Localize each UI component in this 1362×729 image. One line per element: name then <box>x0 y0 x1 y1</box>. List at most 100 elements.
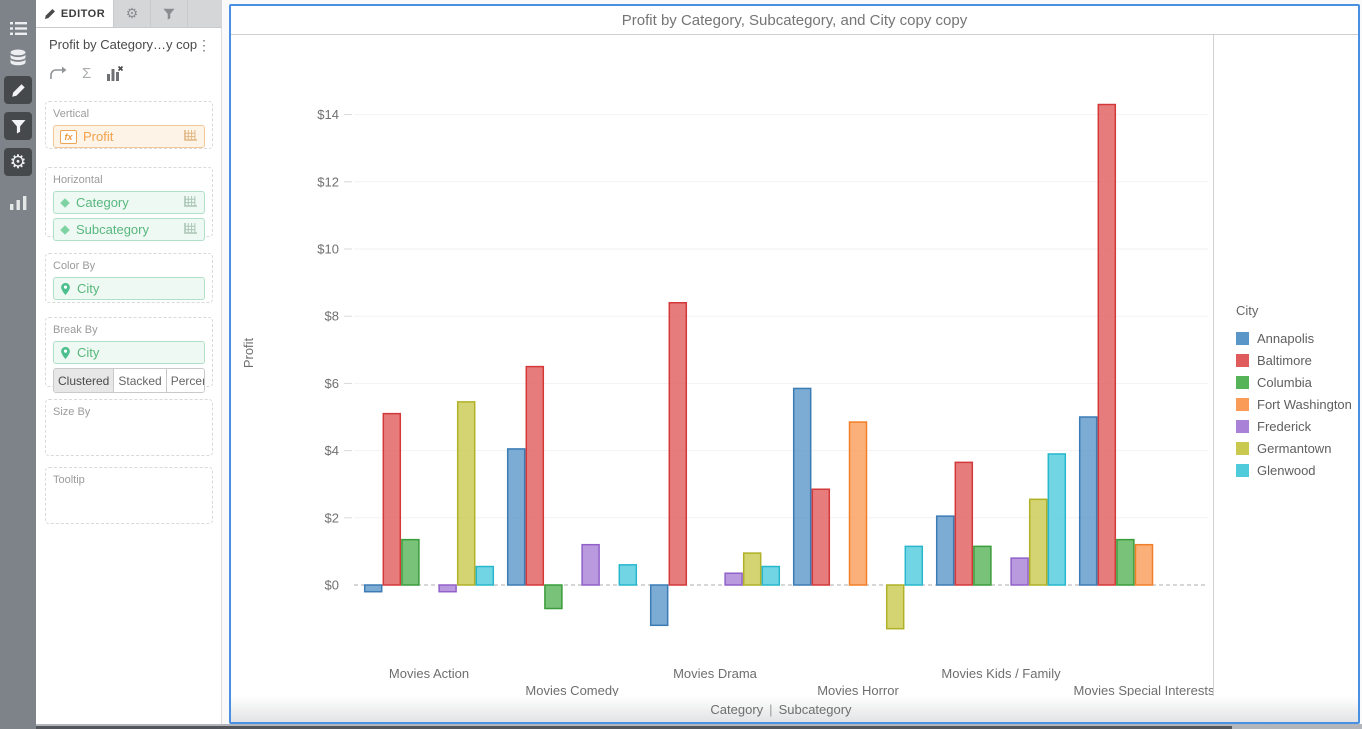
axis-grid-icon[interactable] <box>184 196 198 209</box>
axis-grid-icon[interactable] <box>184 223 198 236</box>
legend-swatch <box>1236 353 1249 367</box>
bar-glenwood[interactable] <box>1047 453 1067 586</box>
diamond-icon <box>60 197 70 208</box>
bar-glenwood[interactable] <box>475 565 495 586</box>
vertical-field-profit[interactable]: fx Profit <box>53 125 205 148</box>
color-by-field-label: City <box>77 281 100 296</box>
filter-funnel-icon[interactable] <box>4 112 32 140</box>
legend: City Annapolis Baltimore Columbia Fort Wash… <box>1236 303 1356 481</box>
bar-annapolis[interactable] <box>935 515 955 586</box>
bar-annapolis[interactable] <box>1078 416 1098 586</box>
editor-panel: EDITOR ⚙ Profit by Category…y copy ⋮ Σ V <box>36 0 222 729</box>
legend-item-fort-washington[interactable]: Fort Washington <box>1236 393 1356 415</box>
undo-arrow-icon[interactable] <box>49 64 67 82</box>
tab-editor[interactable]: EDITOR <box>36 0 114 27</box>
bar-baltimore[interactable] <box>1097 103 1117 586</box>
chart-widget[interactable]: Profit by Category, Subcategory, and Cit… <box>229 4 1360 724</box>
legend-item-annapolis[interactable]: Annapolis <box>1236 327 1356 349</box>
x-category-label: Movies Drama <box>673 666 758 681</box>
edit-pencil-icon[interactable] <box>4 76 32 104</box>
section-size-by: Size By <box>45 399 213 456</box>
bar-columbia[interactable] <box>973 545 992 586</box>
bar-columbia[interactable] <box>401 538 420 586</box>
x-axis-title: Category | Subcategory <box>646 702 916 717</box>
break-mode-stacked[interactable]: Stacked <box>114 369 167 392</box>
legend-label: Germantown <box>1257 440 1332 456</box>
x-category-label: Movies Action <box>389 666 469 681</box>
chart-bars-icon[interactable] <box>4 188 32 216</box>
bottom-strip <box>36 724 1362 729</box>
bar-germantown[interactable] <box>456 401 476 586</box>
bar-annapolis[interactable] <box>363 584 383 593</box>
tab-settings[interactable]: ⚙ <box>114 0 151 27</box>
color-by-field-city[interactable]: City <box>53 277 205 300</box>
legend-item-glenwood[interactable]: Glenwood <box>1236 459 1356 481</box>
x-category-label: Movies Comedy <box>525 683 619 698</box>
left-icon-rail: ⚙ <box>0 0 36 729</box>
legend-title: City <box>1236 303 1259 318</box>
horizontal-field-subcategory[interactable]: Subcategory <box>53 218 205 241</box>
bar-baltimore[interactable] <box>525 365 545 586</box>
sigma-icon[interactable]: Σ <box>82 64 92 82</box>
pencil-icon <box>44 8 55 19</box>
break-mode-clustered[interactable]: Clustered <box>54 369 115 392</box>
legend-label: Baltimore <box>1257 352 1312 368</box>
chart-type-clear-icon[interactable] <box>106 64 124 82</box>
bar-annapolis[interactable] <box>649 584 669 627</box>
x-category-label: Movies Horror <box>817 683 899 698</box>
bar-frederick[interactable] <box>581 543 600 586</box>
bar-baltimore[interactable] <box>382 412 402 586</box>
mini-toolbar: Σ <box>49 64 124 82</box>
break-by-field-label: City <box>77 345 100 360</box>
chart-titlebar: Profit by Category, Subcategory, and Cit… <box>231 6 1358 35</box>
legend-item-baltimore[interactable]: Baltimore <box>1236 349 1356 371</box>
vertical-label: Vertical <box>53 108 90 120</box>
break-mode-segmented-control: Clustered Stacked Percent <box>53 368 205 393</box>
bar-germantown[interactable] <box>742 552 762 586</box>
x-axis-title-part: Subcategory <box>778 701 852 717</box>
plot-area: $0 $2 $4 $6 $8 $10 $12 $14 Movies Action Movies C… <box>241 103 1213 698</box>
break-by-field-city[interactable]: City <box>53 341 205 364</box>
axis-grid-icon[interactable] <box>184 130 198 143</box>
horizontal-field-category[interactable]: Category <box>53 191 205 214</box>
x-axis-title-part: Category <box>710 701 764 717</box>
database-icon[interactable] <box>4 44 32 72</box>
bar-columbia[interactable] <box>1116 538 1135 586</box>
bar-frederick[interactable] <box>438 584 457 593</box>
bar-germantown[interactable] <box>885 584 905 630</box>
bar-fort-washington[interactable] <box>1134 543 1154 586</box>
tooltip-label: Tooltip <box>53 474 85 486</box>
gear-icon: ⚙ <box>125 5 139 21</box>
y-tick-label: $12 <box>317 174 339 189</box>
bar-glenwood[interactable] <box>761 565 781 586</box>
bar-annapolis[interactable] <box>792 387 812 586</box>
settings-gear-icon[interactable]: ⚙ <box>4 148 32 176</box>
bar-annapolis[interactable] <box>506 448 526 586</box>
tab-filters[interactable] <box>151 0 188 27</box>
legend-item-germantown[interactable]: Germantown <box>1236 437 1356 459</box>
legend-swatch <box>1236 331 1249 345</box>
bar-baltimore[interactable] <box>954 461 974 586</box>
legend-label: Frederick <box>1257 418 1312 434</box>
list-icon[interactable] <box>4 14 32 42</box>
bar-columbia[interactable] <box>544 584 563 610</box>
break-by-label: Break By <box>53 324 98 336</box>
x-axis-title-separator: | <box>769 701 773 717</box>
legend-item-columbia[interactable]: Columbia <box>1236 371 1356 393</box>
widget-title-truncated: Profit by Category…y copy <box>49 37 197 52</box>
bar-frederick[interactable] <box>724 572 743 586</box>
bar-fort-washington[interactable] <box>848 421 868 586</box>
bar-baltimore[interactable] <box>668 302 688 586</box>
bar-glenwood[interactable] <box>904 545 924 586</box>
kebab-menu-icon[interactable]: ⋮ <box>197 36 211 53</box>
legend-item-frederick[interactable]: Frederick <box>1236 415 1356 437</box>
bottom-strip-dark <box>36 726 1232 729</box>
break-mode-percent[interactable]: Percent <box>166 369 204 392</box>
size-by-label: Size By <box>53 406 91 418</box>
bar-germantown[interactable] <box>1028 498 1048 586</box>
chart-title: Profit by Category, Subcategory, and Cit… <box>621 11 968 29</box>
bar-frederick[interactable] <box>1010 557 1029 586</box>
section-break-by: Break By City Clustered Stacked Percent <box>45 317 213 393</box>
bar-baltimore[interactable] <box>811 488 831 586</box>
bar-glenwood[interactable] <box>618 564 638 586</box>
